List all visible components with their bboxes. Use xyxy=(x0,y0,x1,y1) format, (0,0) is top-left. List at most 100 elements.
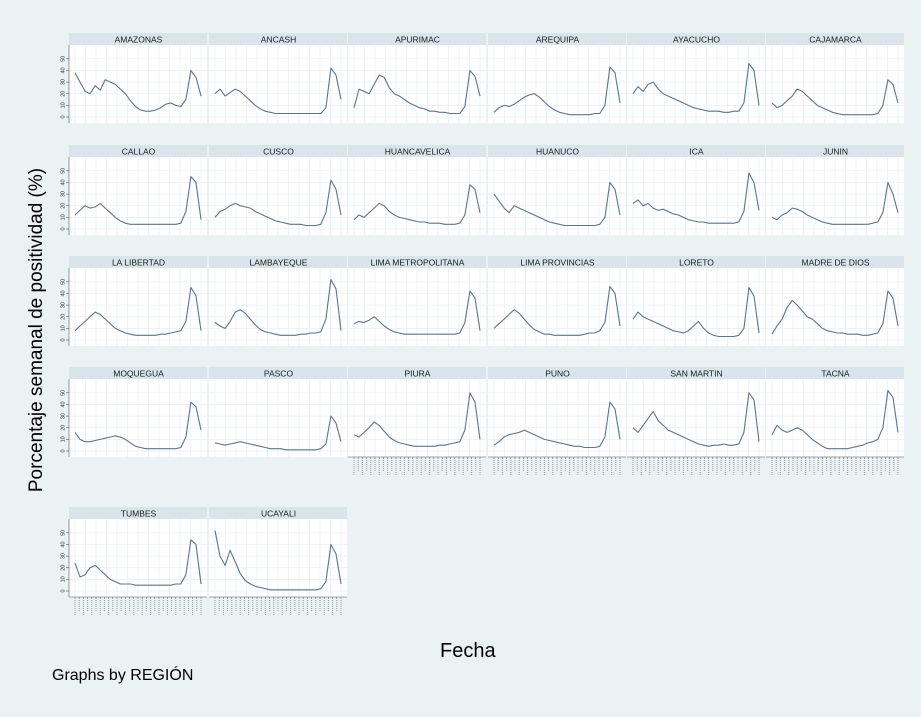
series-line xyxy=(771,79,899,116)
panel-header xyxy=(766,367,904,379)
panel-header xyxy=(766,145,904,157)
panel-ancash: ANCASH xyxy=(209,33,347,123)
panel-tacna: TACNA xyxy=(766,367,904,475)
y-tick-label: 10 xyxy=(60,214,66,220)
y-tick-label: 20 xyxy=(60,91,66,97)
panel-header xyxy=(209,145,347,157)
panel-header xyxy=(766,256,904,268)
panel-header xyxy=(209,256,347,268)
x-axis-title: Fecha xyxy=(440,640,496,662)
series-line xyxy=(632,392,760,447)
panel-la-libertad: LA LIBERTAD 0 10 20 30 40 50 xyxy=(60,256,207,346)
panel-header xyxy=(627,256,765,268)
panel-lima-metropolitana: LIMA METROPOLITANA xyxy=(348,256,486,346)
panel-title: ICA xyxy=(689,147,704,157)
panel-lambayeque: LAMBAYEQUE xyxy=(209,256,347,346)
panel-loreto: LORETO xyxy=(627,256,765,346)
series-line xyxy=(74,287,202,336)
panel-header xyxy=(627,145,765,157)
panel-title: ANCASH xyxy=(261,35,296,45)
y-tick-label: 0 xyxy=(60,115,66,118)
panel-pasco: PASCO xyxy=(209,367,347,457)
panel-title: AMAZONAS xyxy=(115,35,163,45)
series-line xyxy=(493,285,621,336)
series-line xyxy=(632,62,760,113)
panel-amazonas: AMAZONAS 0 10 20 30 40 50 xyxy=(60,33,207,123)
panel-header xyxy=(488,256,626,268)
panel-apurimac: APURIMAC xyxy=(348,33,486,123)
panel-header xyxy=(209,507,347,519)
panel-title: TUMBES xyxy=(121,509,157,519)
panel-header xyxy=(209,33,347,45)
panel-header xyxy=(766,33,904,45)
panel-callao: CALLAO 0 10 20 30 40 50 xyxy=(60,145,207,235)
panel-title: AYACUCHO xyxy=(673,35,720,45)
panel-title: LA LIBERTAD xyxy=(112,258,165,268)
panel-header xyxy=(69,507,207,519)
y-tick-label: 20 xyxy=(60,565,66,571)
panel-cajamarca: CAJAMARCA xyxy=(766,33,904,123)
panel-header xyxy=(69,145,207,157)
series-line xyxy=(74,69,202,112)
y-tick-label: 30 xyxy=(60,413,66,419)
panel-puno: PUNO xyxy=(488,367,626,475)
panel-title: LIMA METROPOLITANA xyxy=(371,258,465,268)
panel-title: TACNA xyxy=(821,369,850,379)
y-tick-label: 10 xyxy=(60,325,66,331)
series-line xyxy=(214,415,342,451)
panel-huanuco: HUANUCO xyxy=(488,145,626,235)
series-line xyxy=(353,184,481,225)
y-tick-label: 20 xyxy=(60,314,66,320)
panel-tumbes: TUMBES 0 10 20 30 40 50 xyxy=(60,507,207,615)
panel-header xyxy=(69,33,207,45)
series-line xyxy=(493,66,621,116)
y-tick-label: 30 xyxy=(60,553,66,559)
y-tick-label: 50 xyxy=(60,530,66,536)
panel-title: CUSCO xyxy=(263,147,294,157)
panel-title: UCAYALI xyxy=(261,509,296,519)
series-line xyxy=(493,401,621,449)
panel-header xyxy=(69,256,207,268)
panel-title: AREQUIPA xyxy=(536,35,580,45)
y-tick-label: 50 xyxy=(60,390,66,396)
series-line xyxy=(771,181,899,225)
series-line xyxy=(214,530,342,591)
y-tick-label: 50 xyxy=(60,168,66,174)
panel-moquegua: MOQUEGUA 0 10 20 30 40 50 xyxy=(60,367,207,457)
y-tick-label: 40 xyxy=(60,179,66,185)
series-line xyxy=(74,176,202,225)
y-tick-label: 50 xyxy=(60,279,66,285)
panel-title: CAJAMARCA xyxy=(809,35,862,45)
y-tick-label: 40 xyxy=(60,541,66,547)
panel-piura: PIURA xyxy=(348,367,486,475)
graphs-by-note: Graphs by REGIÓN xyxy=(52,667,194,684)
y-tick-label: 30 xyxy=(60,302,66,308)
panel-title: HUANCAVELICA xyxy=(385,147,451,157)
y-tick-label: 30 xyxy=(60,79,66,85)
panel-huancavelica: HUANCAVELICA xyxy=(348,145,486,235)
panel-title: MOQUEGUA xyxy=(113,369,164,379)
y-tick-label: 0 xyxy=(60,338,66,341)
y-tick-label: 0 xyxy=(60,227,66,230)
panel-title: MADRE DE DIOS xyxy=(801,258,869,268)
panel-ica: ICA xyxy=(627,145,765,235)
panel-header xyxy=(348,367,486,379)
panel-header xyxy=(348,33,486,45)
panel-title: CALLAO xyxy=(122,147,156,157)
panel-header xyxy=(488,33,626,45)
panel-title: JUNIN xyxy=(823,147,848,157)
panel-header xyxy=(348,256,486,268)
panel-header xyxy=(69,367,207,379)
series-line xyxy=(214,67,342,115)
panel-arequipa: AREQUIPA xyxy=(488,33,626,123)
y-tick-label: 40 xyxy=(60,401,66,407)
panel-title: APURIMAC xyxy=(395,35,440,45)
panel-title: PIURA xyxy=(405,369,431,379)
y-tick-label: 40 xyxy=(60,290,66,296)
y-tick-label: 0 xyxy=(60,449,66,452)
panel-header xyxy=(209,367,347,379)
series-line xyxy=(493,181,621,227)
series-line xyxy=(771,389,899,450)
panel-title: LAMBAYEQUE xyxy=(250,258,308,268)
